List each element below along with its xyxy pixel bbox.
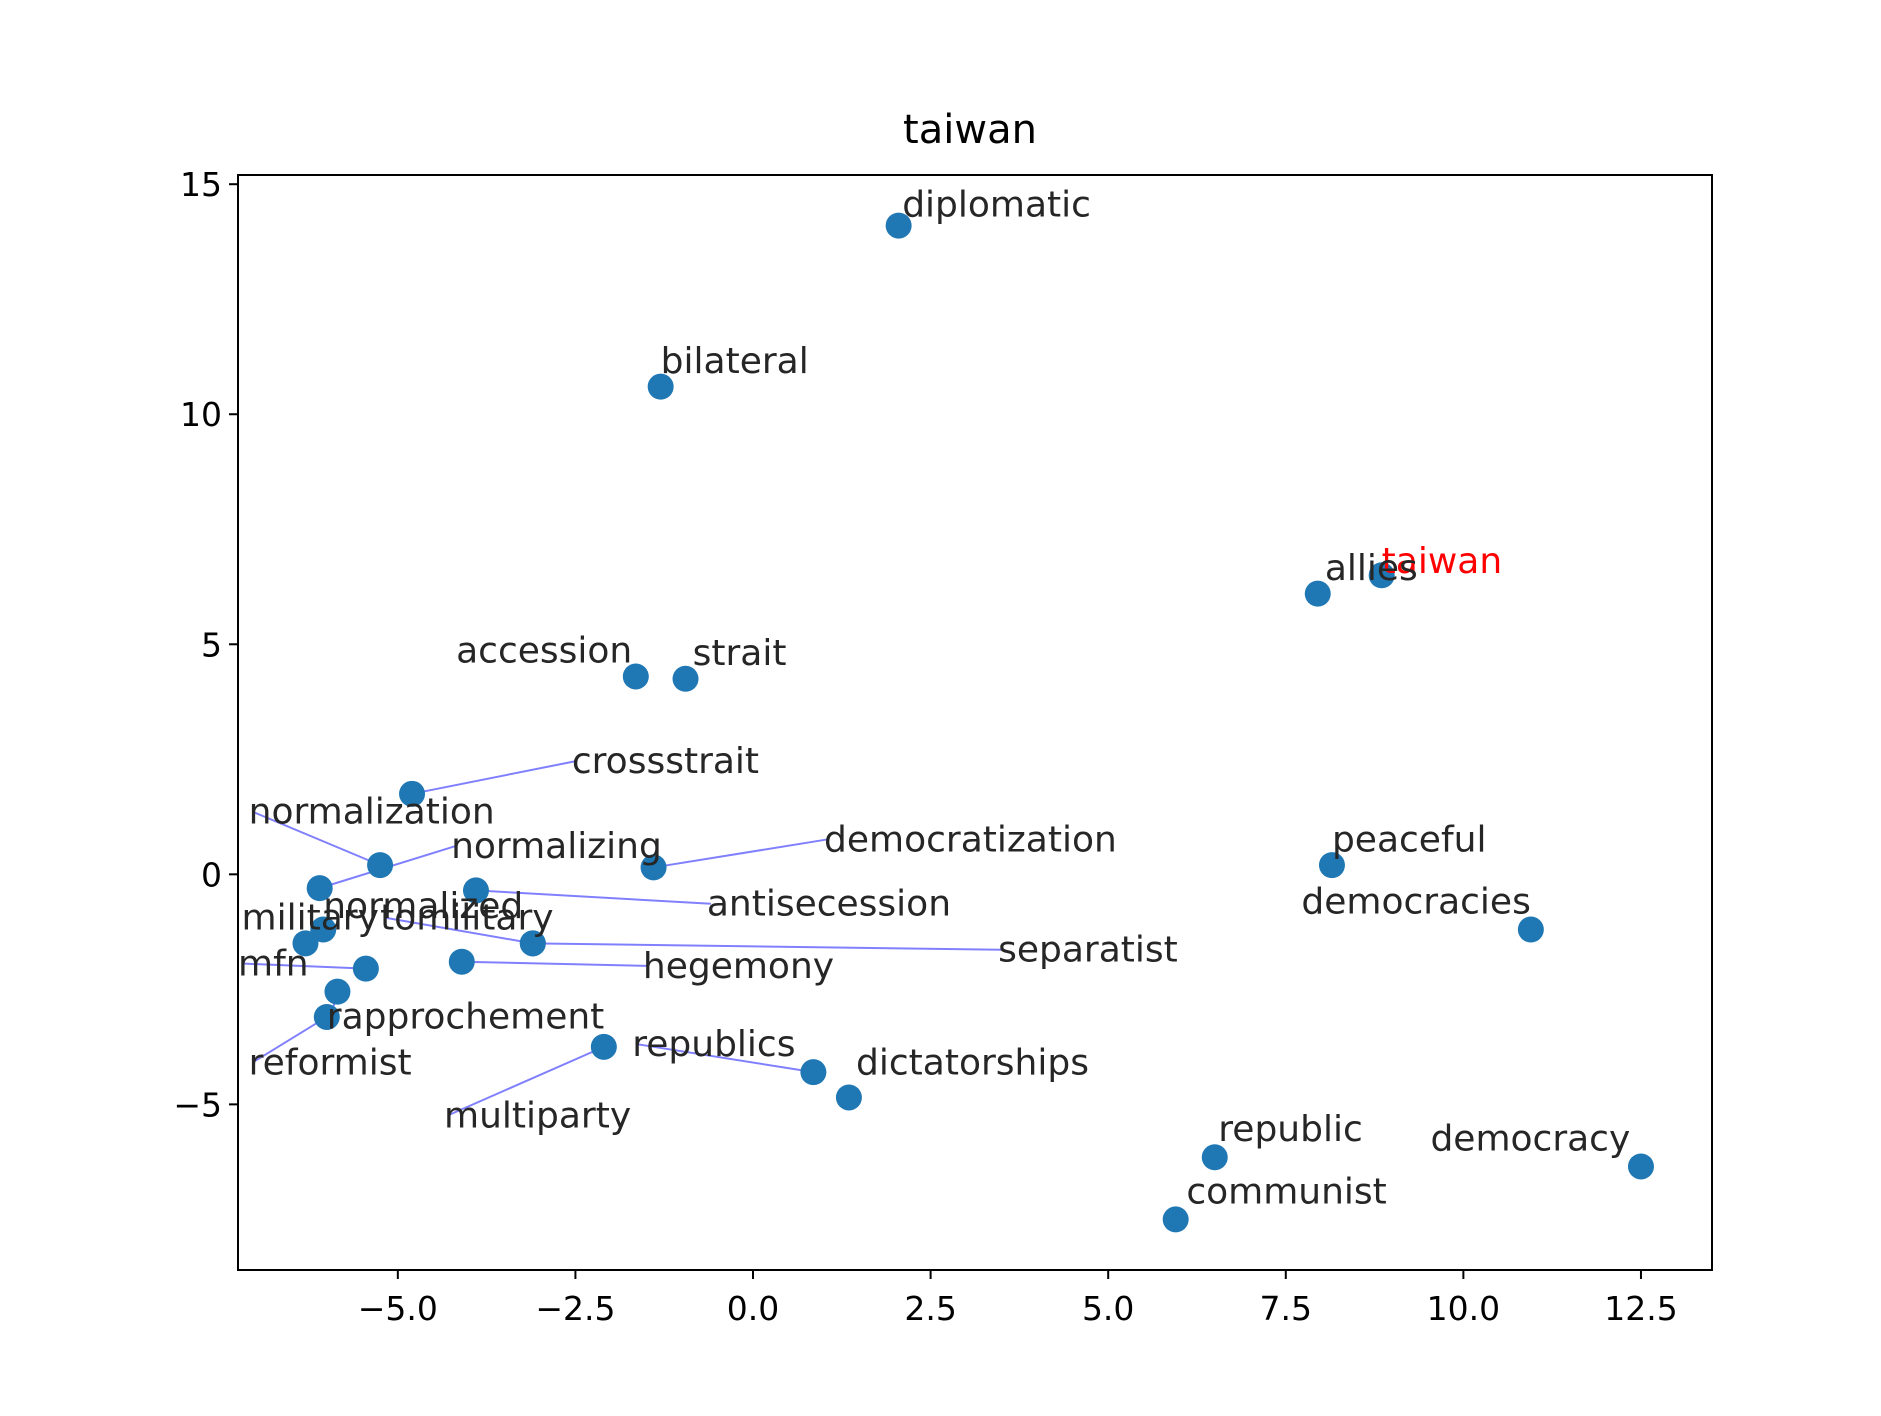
data-point <box>1201 1144 1228 1171</box>
data-point <box>1304 580 1331 607</box>
data-point <box>672 665 699 692</box>
point-label: peaceful <box>1332 819 1487 860</box>
data-point <box>352 955 379 982</box>
point-label: taiwan <box>1382 541 1503 582</box>
data-point <box>399 780 426 807</box>
point-label: democratization <box>824 819 1117 860</box>
data-point <box>800 1059 827 1086</box>
leader-line <box>636 1043 814 1074</box>
data-point <box>313 1003 340 1030</box>
data-point <box>835 1084 862 1111</box>
x-tick-label: 0.0 <box>727 1289 779 1328</box>
data-point <box>622 663 649 690</box>
leader-line <box>475 889 711 905</box>
data-point <box>367 852 394 879</box>
point-label: allies <box>1325 548 1418 589</box>
data-point <box>310 916 337 943</box>
point-label: bilateral <box>661 341 809 382</box>
point-label: antisecession <box>707 884 951 925</box>
point-label: communist <box>1186 1171 1386 1212</box>
point-label: military <box>242 898 379 939</box>
point-label: republic <box>1218 1109 1362 1150</box>
point-label: accession <box>456 631 632 672</box>
point-label: rapprochement <box>327 996 605 1037</box>
leader-line <box>532 942 1003 951</box>
leader-line <box>411 760 577 795</box>
data-point <box>590 1033 617 1060</box>
point-label: multiparty <box>444 1095 631 1136</box>
x-tick-label: 5.0 <box>1082 1289 1134 1328</box>
data-point <box>462 877 489 904</box>
x-axis: −5.0 −2.5 0.0 2.5 5.0 7.5 10.0 12.5 <box>358 1270 1678 1328</box>
data-point <box>885 212 912 239</box>
leader-line <box>383 916 533 945</box>
point-label: democracies <box>1301 881 1530 922</box>
y-tick-label: 15 <box>180 165 222 204</box>
point-label: hegemony <box>643 946 834 987</box>
data-point <box>1517 916 1544 943</box>
x-tick-label: 12.5 <box>1604 1289 1677 1328</box>
point-label: strait <box>693 633 787 674</box>
data-point <box>647 373 674 400</box>
y-axis: −5 0 5 10 15 <box>173 165 238 1124</box>
point-label: diplomatic <box>902 184 1091 225</box>
point-label: normalized <box>323 886 523 927</box>
x-tick-label: 7.5 <box>1260 1289 1312 1328</box>
point-label: reformist <box>249 1042 412 1083</box>
leader-line <box>252 810 381 867</box>
x-tick-label: 10.0 <box>1427 1289 1500 1328</box>
data-point <box>1162 1206 1189 1233</box>
point-label: crossstrait <box>572 741 759 782</box>
point-label: democracy <box>1430 1118 1630 1159</box>
data-point <box>1318 852 1345 879</box>
data-point <box>1368 562 1395 589</box>
data-point <box>324 978 351 1005</box>
point-label: republics <box>632 1024 795 1065</box>
leader-line <box>252 1016 328 1064</box>
leader-line <box>653 838 829 869</box>
plot-frame <box>237 174 1713 1271</box>
point-label: mfn <box>238 944 309 985</box>
x-tick-label: −5.0 <box>358 1289 438 1328</box>
leader-lines <box>241 760 1003 1117</box>
x-tick-label: −2.5 <box>535 1289 615 1328</box>
leader-line <box>447 1045 605 1117</box>
data-point <box>640 854 667 881</box>
data-point <box>292 930 319 957</box>
y-tick-label: −5 <box>173 1085 222 1124</box>
data-point <box>1627 1153 1654 1180</box>
point-label: normalization <box>249 792 495 833</box>
point-label: tomilitary <box>380 898 553 939</box>
y-tick-label: 10 <box>180 395 222 434</box>
point-label: normalizing <box>451 826 662 867</box>
chart-title: taiwan <box>903 107 1037 153</box>
data-points <box>292 212 1654 1233</box>
leader-line <box>241 962 366 970</box>
y-tick-label: 0 <box>201 855 222 894</box>
point-label: separatist <box>998 930 1178 971</box>
data-point <box>448 948 475 975</box>
leader-line <box>461 960 647 967</box>
y-tick-label: 5 <box>201 625 222 664</box>
x-tick-label: 2.5 <box>904 1289 956 1328</box>
point-label: dictatorships <box>856 1042 1089 1083</box>
data-point <box>306 875 333 902</box>
data-point <box>519 930 546 957</box>
